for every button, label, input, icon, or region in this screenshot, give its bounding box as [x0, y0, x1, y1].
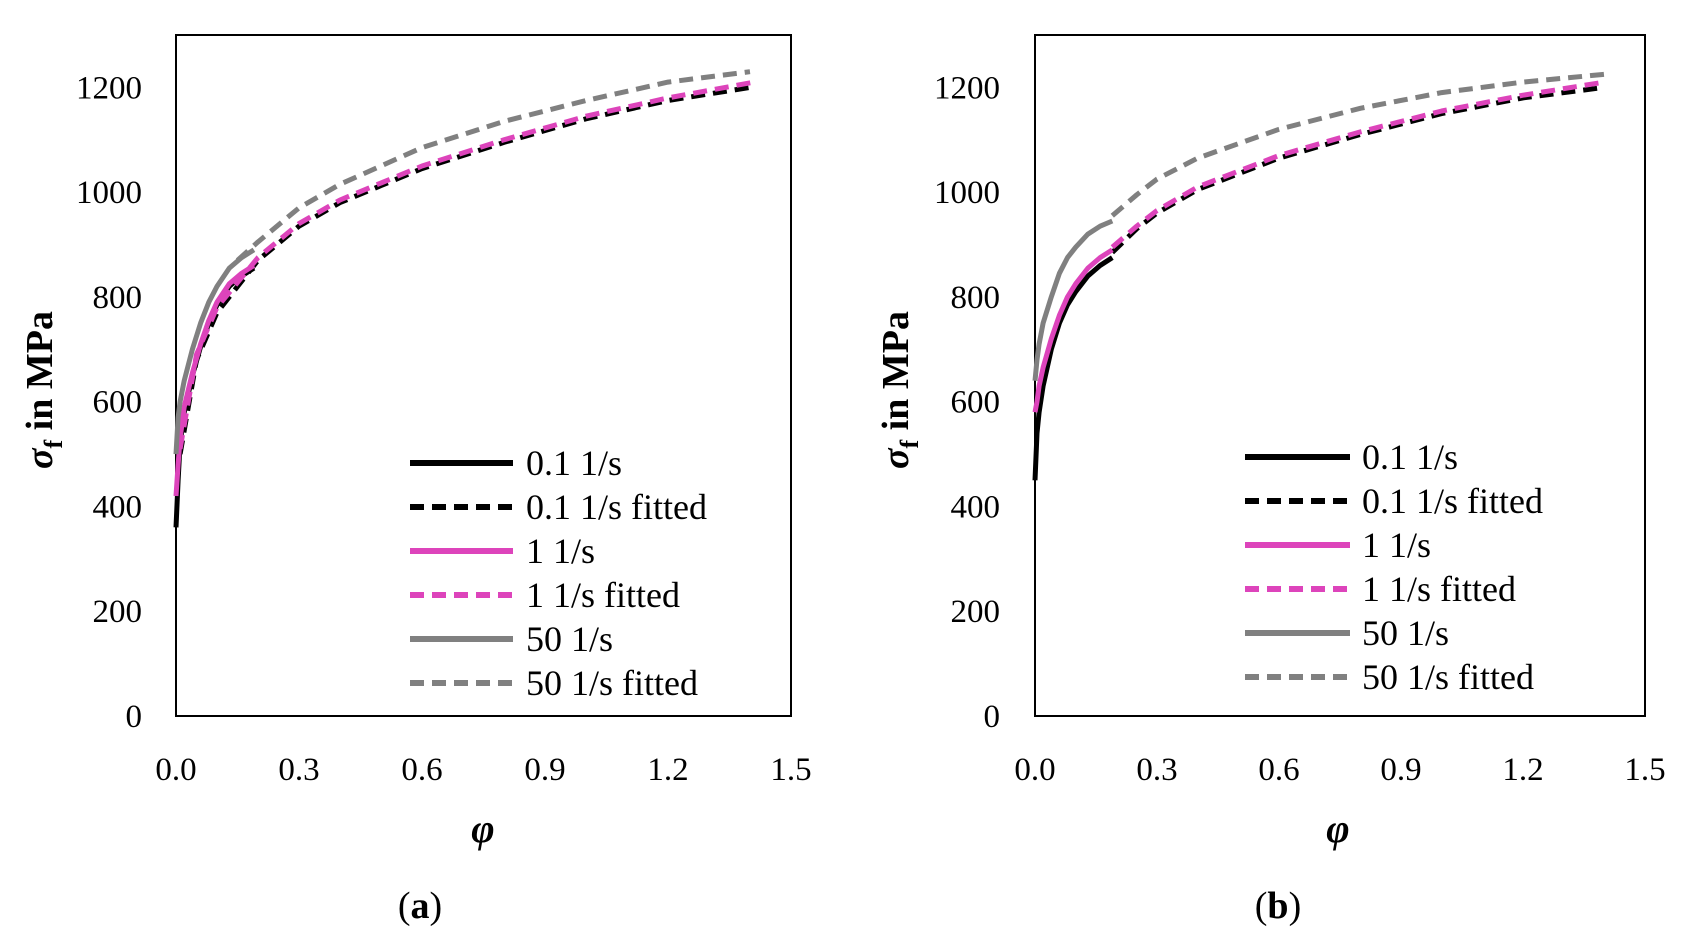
panel-paren-close: ) [1289, 885, 1302, 927]
y-tick-label: 1200 [76, 70, 142, 106]
x-axis-label: φ [1326, 806, 1349, 851]
legend-entry: 0.1 1/s [1362, 437, 1458, 477]
series-line-50-1-s-fitted [1110, 71, 1605, 218]
y-tick-label: 400 [951, 489, 1001, 525]
y-tick-label: 200 [951, 594, 1001, 630]
x-axis-label: φ [471, 806, 494, 851]
legend-entry: 1 1/s [526, 531, 595, 571]
panel-label: (a) [398, 885, 442, 927]
y-tick-label: 0 [126, 699, 143, 735]
x-tick-label: 0.0 [1014, 752, 1055, 788]
y-tick-label: 1000 [76, 175, 142, 211]
y-label-symbol: σ [875, 447, 917, 469]
series-line-1-1-s-fitted [177, 79, 755, 450]
legend-entry: 1 1/s fitted [1362, 569, 1516, 609]
x-tick-label: 0.3 [1136, 752, 1177, 788]
y-tick-label: 800 [93, 280, 143, 316]
x-tick-label: 0.6 [1258, 752, 1299, 788]
y-label-text: in MPa [875, 311, 917, 440]
y-axis-label: σf in MPa [19, 311, 68, 469]
legend-entry: 1 1/s fitted [526, 575, 680, 615]
series-line-50-1-s-fitted [235, 69, 751, 263]
x-tick-label: 0.9 [524, 752, 565, 788]
series-line-0-1-1-s-fitted [177, 84, 751, 455]
plot-frame [175, 34, 792, 717]
y-label-symbol: σ [19, 447, 61, 469]
panel-paren-open: ( [398, 885, 411, 927]
y-tick-label: 600 [93, 385, 143, 421]
legend-entry: 50 1/s [526, 619, 613, 659]
panel-a: 0 200 400 600 800 1000 1200 0.0 0.3 0.6 0.9 1.2 1.5 φ… [19, 34, 812, 927]
series-line-0-1-1-s [1032, 255, 1114, 481]
x-tick-label: 1.2 [1502, 752, 1543, 788]
y-tick-label: 600 [951, 385, 1001, 421]
y-label-text: in MPa [19, 311, 61, 440]
panel-letter: b [1267, 885, 1288, 927]
y-tick-label: 200 [93, 594, 143, 630]
series-line-50-1-s [173, 247, 256, 455]
x-tick-label: 0.3 [278, 752, 319, 788]
x-tick-label: 1.5 [770, 752, 811, 788]
y-tick-label: 1000 [934, 175, 1000, 211]
panel-b: 0 200 400 600 800 1000 1200 0.0 0.3 0.6 0.9 1.2 1.5 φ… [875, 34, 1666, 927]
y-tick-label: 400 [93, 489, 143, 525]
x-tick-label: 0.6 [401, 752, 442, 788]
x-tick-label: 1.2 [647, 752, 688, 788]
panel-letter: a [411, 885, 430, 927]
legend-entry: 50 1/s [1362, 613, 1449, 653]
panel-paren-open: ( [1255, 885, 1268, 927]
legend-entry: 50 1/s fitted [1362, 657, 1534, 697]
panel-paren-close: ) [430, 885, 443, 927]
y-axis-label: σf in MPa [875, 311, 924, 469]
x-tick-label: 0.9 [1380, 752, 1421, 788]
series-line-1-1-s [1032, 247, 1114, 413]
y-tick-label: 0 [984, 699, 1001, 735]
y-label-subscript: f [39, 439, 68, 448]
y-tick-label: 800 [951, 280, 1001, 316]
x-tick-label: 0.0 [155, 752, 196, 788]
series-line-50-1-s [1032, 218, 1114, 381]
legend-entry: 50 1/s fitted [526, 663, 698, 703]
legend-entry: 1 1/s [1362, 525, 1431, 565]
y-label-subscript: f [895, 439, 924, 448]
series-line-1-1-s [173, 263, 256, 497]
x-tick-label: 1.5 [1624, 752, 1665, 788]
legend-entry: 0.1 1/s fitted [1362, 481, 1543, 521]
y-tick-label: 1200 [934, 70, 1000, 106]
series-line-0-1-1-s-fitted [1110, 84, 1605, 255]
panel-label: (b) [1255, 885, 1301, 927]
legend-entry: 0.1 1/s [526, 443, 622, 483]
legend-entry: 0.1 1/s fitted [526, 487, 707, 527]
